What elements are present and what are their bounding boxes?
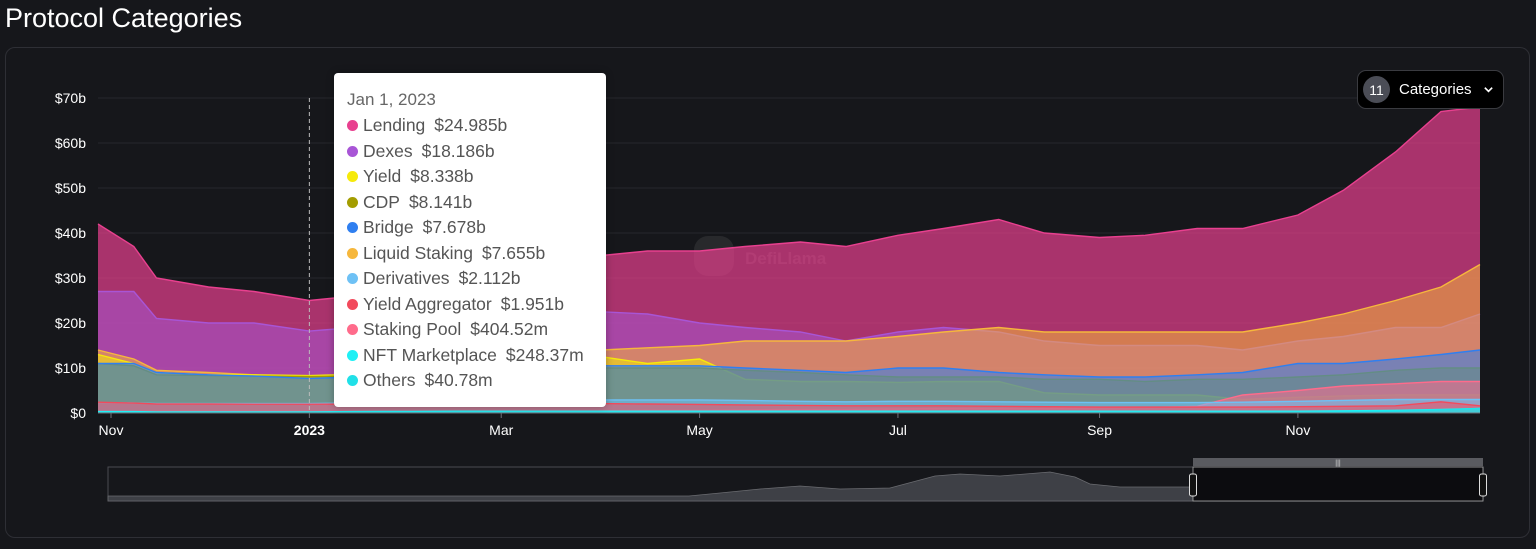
line-nft-marketplace — [98, 407, 1481, 413]
y-tick-label: $40b — [55, 225, 86, 241]
tooltip-date: Jan 1, 2023 — [347, 90, 436, 109]
grip-icon: ||| — [1335, 460, 1341, 467]
zoom-slider-selection[interactable] — [1192, 466, 1484, 502]
tooltip-row-dexes: Dexes $18.186b — [347, 141, 495, 162]
series-value: $8.338b — [410, 166, 474, 186]
x-tick-label: Mar — [489, 422, 513, 438]
legend-dot — [347, 171, 358, 182]
legend-dot — [347, 375, 358, 386]
legend-dot — [347, 273, 358, 284]
x-tick-label: Sep — [1087, 422, 1112, 438]
series-name: Others — [363, 370, 416, 390]
series-name: Yield — [363, 166, 402, 186]
tooltip-row-nft-marketplace: NFT Marketplace $248.37m — [347, 345, 584, 366]
categories-dropdown-button[interactable]: 11 Categories — [1357, 70, 1504, 109]
series-value: $24.985b — [434, 115, 508, 135]
legend-dot — [347, 145, 358, 157]
tooltip-row-liquid-staking: Liquid Staking $7.655b — [347, 243, 545, 264]
series-value: $7.655b — [481, 242, 546, 263]
tooltip-row-yield-aggregator: Yield Aggregator $1.951b — [347, 294, 564, 315]
line-lending — [97, 106, 1481, 302]
x-tick-label: Nov — [99, 422, 124, 438]
series-value: $248.37m — [505, 344, 584, 365]
series-name: Staking Pool — [363, 319, 462, 339]
y-tick-label: $10b — [55, 360, 86, 376]
tooltip-row-others: Others $40.78m — [347, 370, 493, 391]
y-tick-label: $0 — [70, 405, 86, 421]
y-tick-label: $50b — [55, 180, 86, 196]
legend-dot — [347, 349, 358, 361]
tooltip-row-staking-pool: Staking Pool $404.52m — [347, 319, 548, 340]
series-name: Liquid Staking — [363, 242, 473, 263]
legend-dot — [347, 324, 358, 335]
x-tick-label: 2023 — [294, 422, 325, 438]
legend-dot — [347, 196, 358, 208]
tooltip-row-cdp: CDP $8.141b — [347, 192, 472, 213]
series-value: $7.678b — [422, 217, 486, 237]
line-bridge — [98, 349, 1481, 380]
x-tick-label: May — [686, 422, 712, 438]
series-value: $40.78m — [424, 370, 493, 390]
series-name: Derivatives — [363, 268, 450, 288]
chart-tooltip: Jan 1, 2023 Lending $24.985b Dexes $18.186b… — [334, 73, 606, 407]
categories-label: Categories — [1399, 81, 1472, 98]
legend-dot — [347, 222, 358, 233]
y-tick-label: $60b — [55, 135, 86, 151]
series-name: Dexes — [363, 140, 413, 161]
series-value: $404.52m — [470, 319, 549, 339]
tooltip-row-bridge: Bridge $7.678b — [347, 217, 486, 238]
y-tick-label: $70b — [55, 90, 86, 106]
legend-dot — [347, 120, 358, 131]
tooltip-row-derivatives: Derivatives $2.112b — [347, 268, 521, 289]
y-tick-label: $20b — [55, 315, 86, 331]
y-tick-label: $30b — [55, 270, 86, 286]
series-name: NFT Marketplace — [363, 344, 497, 365]
tooltip-row-lending: Lending $24.985b — [347, 115, 507, 136]
line-yield-aggregator — [97, 401, 1481, 408]
x-tick-label: Nov — [1285, 422, 1310, 438]
page-title: Protocol Categories — [5, 3, 243, 33]
legend-dot — [347, 298, 358, 310]
series-value: $18.186b — [421, 140, 495, 161]
legend-dot — [347, 247, 358, 259]
series-value: $2.112b — [458, 268, 521, 288]
zoom-slider-overview — [107, 471, 1194, 502]
series-name: Bridge — [363, 217, 414, 237]
series-name: CDP — [363, 191, 400, 212]
zoom-handle-right[interactable] — [1479, 473, 1487, 497]
zoom-slider-move-handle[interactable] — [1193, 458, 1483, 466]
tooltip-row-yield: Yield $8.338b — [347, 166, 474, 187]
series-value: $1.951b — [500, 293, 565, 314]
series-value: $8.141b — [408, 191, 473, 212]
series-name: Lending — [363, 115, 426, 135]
chevron-down-icon — [1483, 87, 1493, 93]
series-name: Yield Aggregator — [363, 293, 492, 314]
categories-count-badge: 11 — [1363, 76, 1390, 103]
x-tick-label: Jul — [889, 422, 907, 438]
zoom-handle-left[interactable] — [1189, 473, 1197, 497]
